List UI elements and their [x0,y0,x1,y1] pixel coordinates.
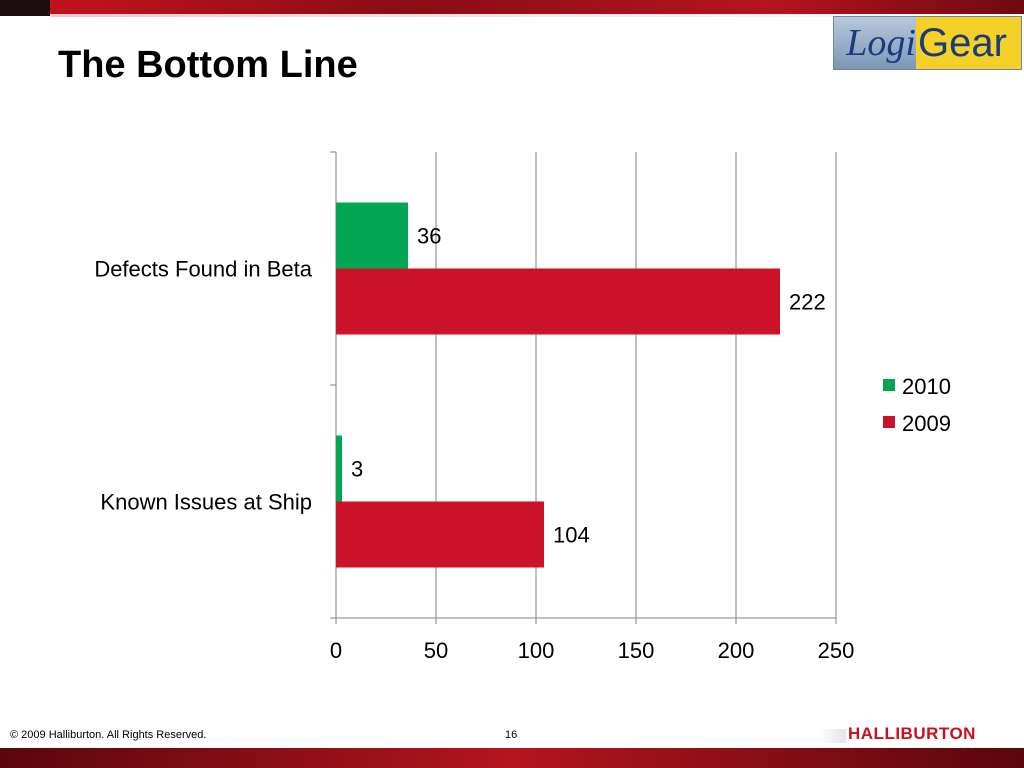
header-bar [0,0,1024,16]
logo-text-left: Logi [846,22,916,64]
x-tick-label: 200 [718,638,755,663]
bar-2010 [336,435,342,502]
data-label: 222 [789,290,826,315]
page-number: 16 [505,729,518,741]
footer-bar [0,748,1024,768]
legend-label: 2009 [902,411,951,436]
legend-swatch-2010 [883,379,895,391]
category-label: Defects Found in Beta [94,257,312,282]
bar-2009 [336,501,544,568]
logigear-logo: Logi Gear [833,16,1022,70]
x-tick-label: 50 [424,638,448,663]
slide-title: The Bottom Line [58,44,358,86]
legend-swatch-2009 [883,416,895,428]
header-accent-line [50,14,1024,17]
data-label: 104 [553,523,590,548]
data-label: 3 [351,457,363,482]
x-tick-label: 250 [818,638,855,663]
bar-2009 [336,268,780,335]
legend-label: 2010 [902,374,951,399]
bar-2010 [336,202,408,269]
x-tick-label: 0 [330,638,342,663]
logo-text-right: Gear [916,17,1021,69]
brand-shadow-mark [818,729,846,743]
category-label: Known Issues at Ship [100,490,312,515]
x-tick-label: 100 [518,638,555,663]
copyright-text: © 2009 Halliburton. All Rights Reserved. [10,729,207,741]
halliburton-logo: HALLIBURTON [848,724,976,743]
data-label: 36 [417,224,441,249]
x-tick-label: 150 [618,638,655,663]
